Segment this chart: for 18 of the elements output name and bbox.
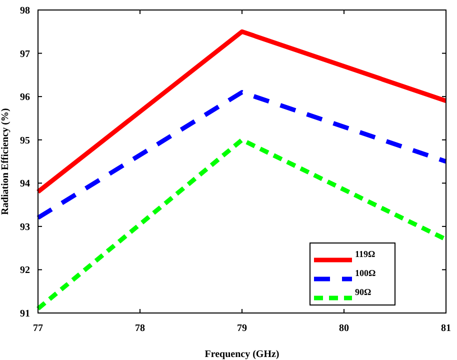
y-axis-title: Radiation Efficiency (%) [0, 108, 11, 215]
legend-label: 90Ω [355, 287, 372, 297]
y-tick-label: 97 [20, 48, 30, 60]
x-tick-label: 81 [441, 323, 451, 334]
y-tick-label: 94 [20, 178, 30, 190]
x-tick-label: 80 [339, 323, 349, 334]
x-tick-label: 79 [237, 323, 247, 334]
legend-label: 119Ω [355, 249, 376, 259]
x-tick-label: 77 [33, 323, 43, 334]
y-tick-label: 91 [20, 308, 30, 320]
legend-label: 100Ω [355, 268, 376, 278]
x-tick-label: 78 [135, 323, 145, 334]
y-tick-label: 92 [20, 265, 30, 276]
x-axis-title: Frequency (GHz) [204, 349, 280, 360]
y-tick-label: 93 [20, 222, 30, 233]
y-tick-label: 98 [20, 6, 30, 16]
y-tick-label: 95 [20, 135, 30, 146]
y-tick-label: 96 [20, 92, 30, 104]
